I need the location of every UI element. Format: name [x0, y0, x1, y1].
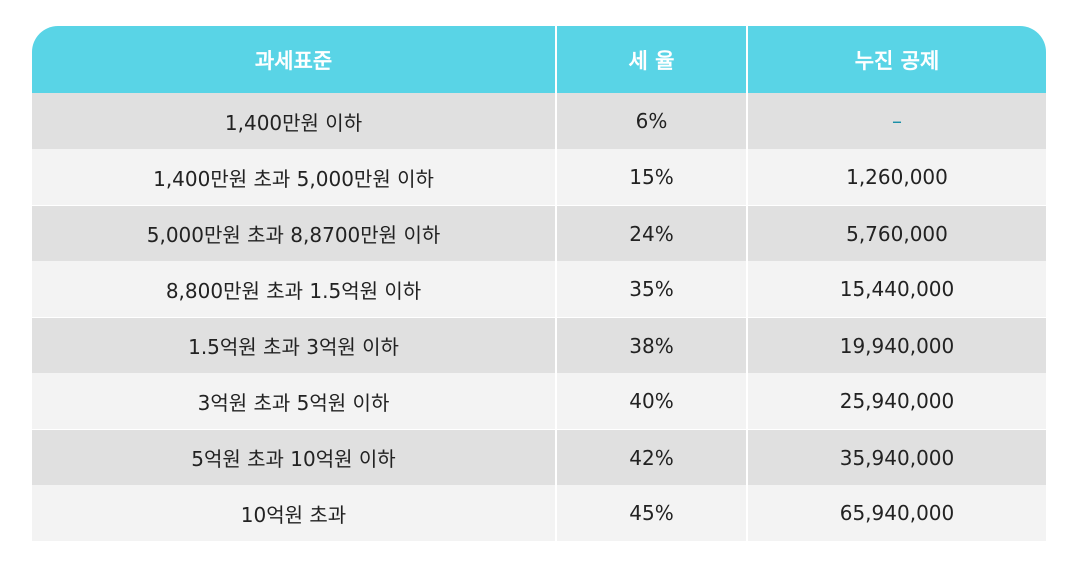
header-tax-base: 과세표준	[254, 48, 333, 73]
cell-bracket: 1.5억원 초과 3억원 이하	[188, 335, 399, 359]
cell-bracket: 5,000만원 초과 8,8700만원 이하	[146, 223, 441, 247]
cell-bracket: 10억원 초과	[240, 502, 347, 527]
cell-rate: 6%	[555, 93, 746, 149]
cell-bracket: 3억원 초과 5억원 이하	[197, 390, 390, 415]
cell-deduction: 35,940,000	[746, 430, 1046, 485]
table-row: 1,400만원 이하 6% –	[32, 93, 1046, 149]
cell-deduction: 5,760,000	[746, 206, 1046, 261]
cell-rate: 42%	[555, 430, 746, 485]
cell-deduction: 19,940,000	[746, 318, 1046, 373]
cell-bracket: 1,400만원 이하	[224, 110, 363, 135]
cell-rate: 24%	[555, 206, 746, 261]
table-row: 3억원 초과 5억원 이하 40% 25,940,000	[32, 373, 1046, 429]
cell-bracket: 8,800만원 초과 1.5억원 이하	[165, 278, 422, 303]
header-tax-rate: 세 율	[555, 26, 746, 93]
tax-rate-table: 과세표준 세 율 누진 공제 1,400만원 이하 6% – 1,400만원 초…	[32, 26, 1046, 541]
cell-deduction: 15,440,000	[746, 261, 1046, 317]
cell-rate: 45%	[555, 485, 746, 541]
table-row: 5,000만원 초과 8,8700만원 이하 24% 5,760,000	[32, 205, 1046, 261]
table-row: 5억원 초과 10억원 이하 42% 35,940,000	[32, 429, 1046, 485]
header-progressive-deduction: 누진 공제	[746, 26, 1046, 93]
table-row: 1,400만원 초과 5,000만원 이하 15% 1,260,000	[32, 149, 1046, 205]
cell-deduction: 65,940,000	[746, 485, 1046, 541]
cell-rate: 15%	[555, 149, 746, 205]
cell-rate: 40%	[555, 373, 746, 429]
table-header: 과세표준 세 율 누진 공제	[32, 26, 1046, 93]
cell-bracket: 1,400만원 초과 5,000만원 이하	[153, 166, 434, 191]
cell-deduction: 25,940,000	[746, 373, 1046, 429]
cell-bracket: 5억원 초과 10억원 이하	[191, 447, 396, 471]
cell-rate: 38%	[555, 318, 746, 373]
cell-rate: 35%	[555, 261, 746, 317]
table-row: 8,800만원 초과 1.5억원 이하 35% 15,440,000	[32, 261, 1046, 317]
cell-deduction: 1,260,000	[746, 149, 1046, 205]
table-row: 1.5억원 초과 3억원 이하 38% 19,940,000	[32, 317, 1046, 373]
cell-deduction: –	[746, 93, 1046, 149]
table-row: 10억원 초과 45% 65,940,000	[32, 485, 1046, 541]
